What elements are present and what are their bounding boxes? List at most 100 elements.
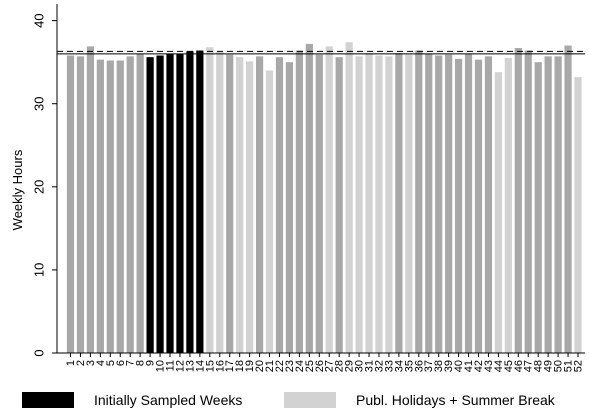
bar [524,50,532,354]
bar [335,57,343,353]
x-tick-label: 2 [75,360,87,366]
legend: Initially Sampled Weeks Publ. Holidays +… [0,388,589,412]
legend-swatch-sampled [22,392,74,408]
bar [484,56,493,353]
y-axis: 0 10 20 30 40 [32,4,58,357]
x-tick-label: 12 [174,360,186,372]
x-tick-label: 9 [145,360,157,366]
x-tick-label: 45 [503,360,515,372]
bars [66,42,582,354]
y-axis-title: Weekly Hours [10,149,25,230]
x-tick-label: 43 [483,360,495,372]
bar [574,77,582,353]
bar [285,62,294,354]
y-tick-label: 10 [32,263,47,277]
bar [255,56,264,353]
x-tick-label: 51 [563,360,575,372]
bar [226,54,234,353]
x-tick-label: 44 [493,360,505,372]
x-tick-label: 18 [234,360,246,372]
bar [116,60,124,353]
bar [186,51,194,353]
x-tick-label: 24 [294,360,306,372]
y-tick-label: 40 [32,13,47,27]
x-axis: 1234567891011121314151617181920212223242… [57,352,585,372]
x-tick-label: 35 [403,360,415,372]
x-tick-label: 29 [344,360,356,372]
x-tick-label: 34 [393,360,405,372]
bar [345,42,353,353]
bar [425,53,433,353]
x-tick-label: 19 [244,360,256,372]
bar [405,54,413,353]
bar [514,48,522,354]
bar [126,56,134,353]
x-tick-label: 36 [413,360,425,372]
legend-item-sampled: Initially Sampled Weeks [22,388,242,412]
bar [66,55,75,354]
bar [544,56,552,353]
x-tick-label: 22 [274,360,286,372]
x-tick-label: 13 [184,360,196,372]
x-tick-label: 46 [513,360,525,372]
bar [534,62,542,354]
bar [494,72,502,353]
x-tick-label: 15 [204,360,216,372]
bar [246,61,254,353]
x-tick-label: 20 [254,360,266,372]
bar [355,56,363,353]
x-tick-label: 39 [443,360,455,372]
bar [146,57,154,353]
y-tick-label: 0 [32,349,47,356]
legend-label-holiday: Publ. Holidays + Summer Break [356,392,555,408]
bar [445,54,453,353]
reference-lines [57,50,585,55]
x-tick-label: 31 [364,360,376,372]
bar [305,43,313,354]
x-tick-label: 10 [155,360,167,372]
x-tick-label: 47 [523,360,535,372]
bar [275,57,284,353]
bar [236,57,244,353]
x-tick-label: 8 [135,360,147,366]
bar [464,53,473,353]
x-tick-label: 4 [95,360,107,366]
bar [365,53,373,354]
x-tick-label: 23 [284,360,296,372]
bar [196,50,204,354]
x-tick-label: 1 [65,360,77,366]
x-tick-label: 33 [383,360,395,372]
x-tick-label: 14 [194,360,206,372]
x-tick-label: 3 [85,360,97,366]
x-tick-label: 7 [125,360,137,366]
x-tick-label: 17 [224,360,236,372]
x-tick-label: 49 [543,360,555,372]
x-tick-label: 32 [373,360,385,372]
x-tick-label: 30 [354,360,366,372]
x-tick-label: 52 [573,360,585,372]
bar [265,70,274,353]
bar [554,56,562,353]
x-tick-label: 26 [314,360,326,372]
bar [415,50,423,354]
x-tick-label: 37 [423,360,435,372]
y-tick-label: 20 [32,180,47,194]
bar [325,46,333,353]
bar [216,51,224,353]
x-tick-label: 50 [553,360,565,372]
bar [176,53,184,353]
x-tick-label: 27 [324,360,336,372]
bar [86,46,95,353]
x-tick-label: 5 [105,360,117,366]
bar [435,55,443,354]
x-tick-label: 28 [334,360,346,372]
legend-item-holiday: Publ. Holidays + Summer Break [284,388,555,412]
bar [166,53,174,353]
bar [206,47,214,353]
x-tick-label: 25 [304,360,316,372]
bar [295,50,303,354]
x-tick-label: 41 [463,360,475,372]
bar [395,53,403,354]
x-tick-label: 48 [533,360,545,372]
